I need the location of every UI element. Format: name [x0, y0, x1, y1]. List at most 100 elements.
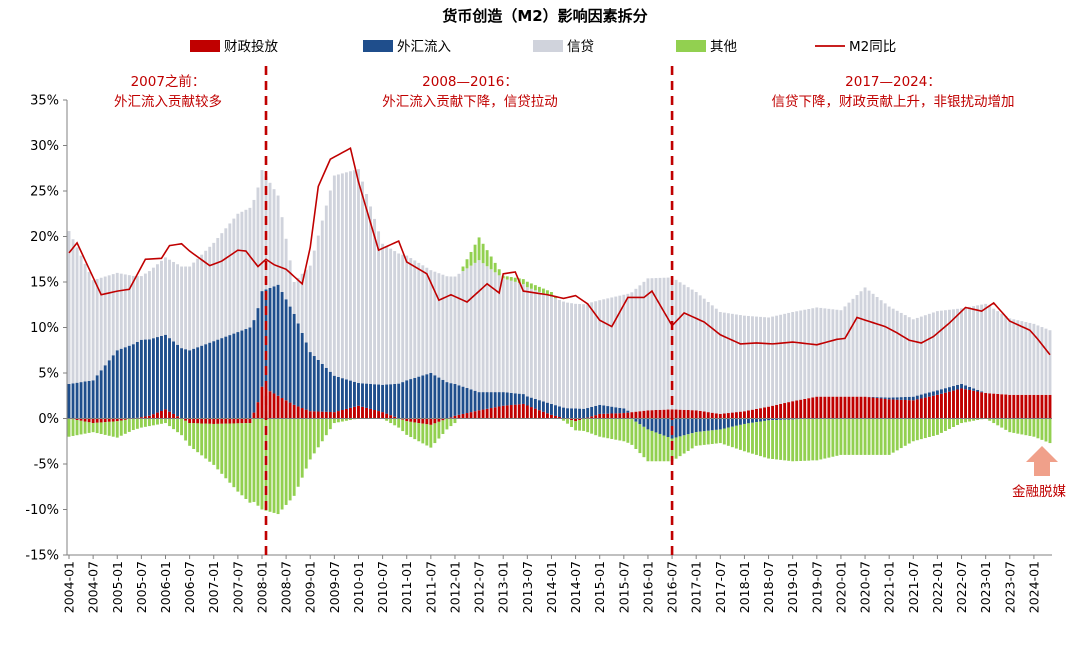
bar-fx	[525, 396, 529, 406]
bar-fiscal	[1028, 394, 1032, 419]
bar-credit	[481, 263, 485, 393]
bar-fx	[923, 393, 927, 398]
bar-fx	[574, 408, 578, 419]
bar-credit	[944, 310, 947, 389]
bar-other	[168, 418, 171, 427]
bar-credit	[558, 299, 561, 407]
bar-fiscal	[385, 413, 389, 419]
x-tick-label: 2004-07	[86, 561, 101, 613]
bar-credit	[445, 276, 449, 383]
bar-other	[107, 421, 111, 436]
bar-credit	[1044, 328, 1048, 395]
bar-fx	[956, 384, 959, 390]
bar-fiscal	[1020, 394, 1024, 419]
bar-fiscal	[972, 390, 976, 419]
bar-fiscal	[172, 413, 175, 419]
bar-fx	[779, 418, 783, 420]
bar-fx	[316, 359, 320, 412]
bar-credit	[939, 310, 943, 390]
bar-other	[1000, 418, 1004, 428]
bar-credit	[570, 303, 573, 409]
bar-other	[606, 418, 610, 439]
bar-fx	[759, 418, 762, 422]
bar-fiscal	[312, 411, 316, 419]
bar-credit	[119, 273, 123, 349]
legend-swatch	[190, 40, 220, 52]
bar-other	[481, 243, 485, 264]
x-tick-label: 2021-01	[882, 561, 897, 613]
bar-fiscal	[658, 409, 662, 419]
bar-fiscal	[690, 410, 694, 419]
bar-fiscal	[87, 418, 91, 423]
bar-fiscal	[156, 412, 159, 419]
bar-credit	[87, 271, 91, 381]
bar-fx	[288, 306, 292, 403]
bar-fiscal	[931, 395, 935, 419]
bar-fiscal	[1040, 394, 1044, 419]
bar-fx	[521, 394, 525, 404]
bar-other	[1012, 418, 1016, 433]
bar-other	[477, 237, 481, 261]
bar-other	[956, 418, 959, 426]
bar-credit	[75, 247, 79, 383]
bar-fx	[453, 383, 457, 416]
bar-other	[1024, 418, 1028, 436]
bar-fiscal	[533, 408, 537, 419]
bar-credit	[127, 275, 131, 346]
x-tick-label: 2012-01	[448, 561, 463, 613]
bar-credit	[300, 273, 304, 333]
bar-fiscal	[674, 409, 678, 419]
bar-other	[738, 424, 742, 450]
bar-credit	[192, 262, 196, 349]
bar-credit	[863, 287, 867, 397]
x-tick-label: 2023-01	[978, 561, 993, 613]
bar-other	[923, 418, 927, 439]
bar-fiscal	[742, 411, 746, 419]
bar-credit	[377, 231, 381, 385]
bar-fx	[236, 332, 240, 419]
bar-fx	[915, 395, 919, 400]
bar-credit	[389, 248, 393, 385]
bar-credit	[208, 246, 212, 343]
bar-fx	[751, 418, 754, 423]
bar-other	[570, 420, 573, 427]
bar-other	[618, 418, 622, 441]
bar-fx	[658, 418, 662, 434]
bar-fiscal	[738, 411, 742, 419]
bar-other	[224, 423, 228, 479]
bar-fiscal	[272, 393, 276, 419]
bar-fiscal	[517, 404, 521, 419]
bar-fx	[204, 344, 208, 419]
bar-credit	[710, 305, 714, 413]
bar-other	[401, 419, 405, 432]
bar-fx	[75, 382, 79, 419]
bar-credit	[815, 307, 819, 397]
bar-credit	[706, 302, 710, 413]
bar-fiscal	[590, 416, 594, 419]
bar-other	[574, 421, 578, 431]
bar-other	[642, 426, 646, 458]
bar-fiscal	[678, 409, 682, 419]
bar-other	[119, 420, 123, 436]
bar-fx	[554, 405, 557, 416]
bar-other	[212, 423, 216, 465]
bar-fiscal	[783, 403, 787, 419]
bar-fiscal	[421, 418, 425, 424]
bar-other	[485, 250, 489, 267]
bar-credit	[614, 296, 618, 408]
bar-credit	[686, 287, 690, 411]
bar-fiscal	[176, 416, 179, 419]
x-tick-label: 2014-01	[544, 561, 559, 613]
bar-other	[590, 418, 594, 434]
bar-credit	[296, 277, 300, 324]
bar-fiscal	[996, 393, 1000, 419]
bar-fiscal	[348, 407, 352, 419]
bar-credit	[976, 305, 980, 390]
bar-other	[95, 422, 99, 434]
bar-credit	[393, 251, 397, 384]
y-tick-label: 5%	[38, 367, 59, 382]
annotation-text: 2017—2024：	[845, 74, 941, 90]
bar-other	[710, 430, 714, 444]
bar-credit	[280, 217, 284, 293]
